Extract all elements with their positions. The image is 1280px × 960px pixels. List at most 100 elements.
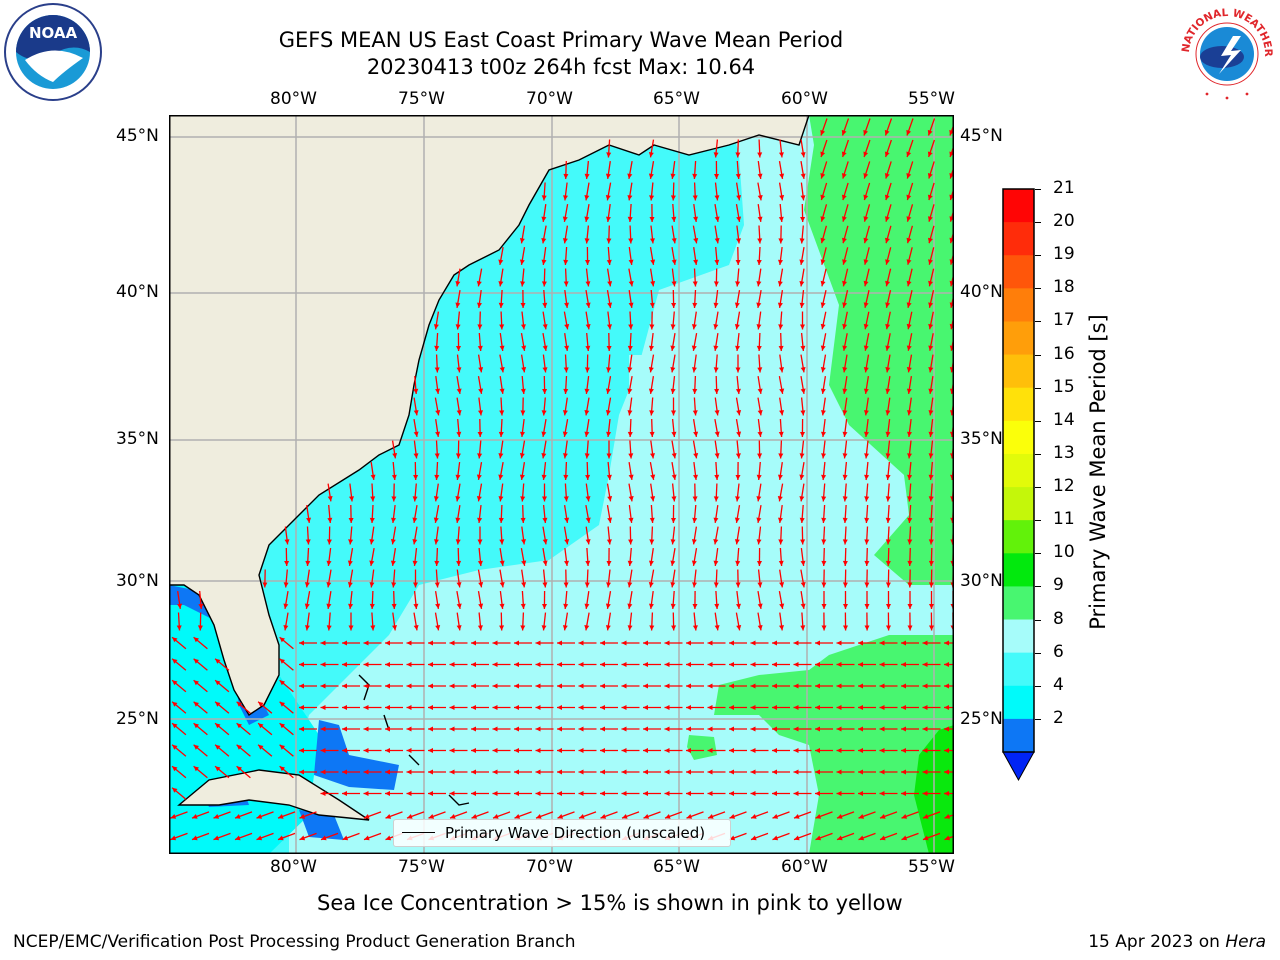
wave-arrow-head — [756, 496, 762, 502]
wave-arrow-head — [606, 453, 612, 459]
colorbar-tick — [1035, 321, 1041, 323]
wave-arrow-head — [707, 769, 713, 775]
wave-arrow-head — [279, 658, 285, 664]
wave-arrow-head — [864, 410, 869, 416]
wave-arrow-head — [557, 814, 564, 819]
wave-arrow-head — [800, 625, 806, 631]
colorbar-tick-label: 12 — [1053, 476, 1075, 497]
wave-arrow-head — [584, 431, 590, 437]
wave-arrow-head — [693, 216, 698, 222]
wave-arrow-head — [922, 769, 928, 775]
wave-arrow-head — [363, 748, 369, 753]
wave-arrow-head — [863, 280, 869, 287]
green-region-north — [804, 115, 954, 585]
wave-arrow-head — [649, 302, 655, 308]
wave-arrow-head — [299, 683, 304, 689]
wave-arrow-head — [643, 814, 650, 819]
wave-arrow-head — [236, 723, 242, 729]
wave-arrow-head — [772, 705, 777, 710]
wave-arrow-head — [820, 345, 826, 351]
wave-arrow-head — [879, 662, 885, 667]
wave-arrow-head — [413, 603, 419, 609]
wave-arrow-head — [842, 259, 847, 265]
wave-arrow-head — [258, 701, 264, 707]
wave-arrow-head — [193, 680, 199, 686]
wave-arrow-head — [563, 582, 569, 588]
wave-arrow-head — [449, 726, 455, 732]
wave-arrow-head — [498, 431, 504, 437]
wave-arrow-head — [906, 173, 912, 179]
lat-label-right: 25°N — [960, 709, 1003, 729]
wave-arrow-head — [492, 769, 498, 775]
wave-arrow-head — [412, 539, 418, 545]
wave-arrow-head — [820, 280, 826, 287]
wave-arrow-head — [885, 280, 890, 287]
wave-arrow-head — [944, 748, 949, 753]
wave-arrow-head — [821, 517, 827, 523]
wave-arrow-head — [907, 539, 913, 545]
wave-arrow-head — [326, 603, 332, 609]
wave-arrow-head — [215, 701, 221, 707]
wave-arrow-head — [820, 388, 826, 394]
wave-arrow-head — [901, 791, 906, 796]
wave-arrow-head — [863, 194, 869, 201]
wave-arrow-head — [885, 302, 891, 308]
colorbar-tick — [1035, 387, 1041, 389]
wave-arrow-head — [800, 324, 805, 330]
lon-label-top: 55°W — [908, 89, 955, 109]
footer-date: 15 Apr 2023 on Hera — [1088, 932, 1266, 952]
wave-arrow-head — [499, 539, 505, 545]
colorbar-tick-label: 19 — [1053, 244, 1075, 265]
wave-arrow-head — [542, 604, 547, 609]
wave-arrow-head — [864, 453, 869, 459]
wave-arrow-head — [449, 683, 455, 689]
wave-arrow-head — [906, 323, 912, 330]
wave-arrow-head — [800, 345, 806, 351]
wave-arrow-head — [691, 345, 697, 351]
wave-arrow-head — [600, 814, 607, 819]
wave-arrow-head — [627, 603, 633, 609]
wave-arrow-head — [385, 814, 392, 819]
wave-arrow-head — [476, 496, 482, 502]
wave-arrow-head — [650, 496, 656, 502]
wave-arrow-head — [842, 367, 848, 373]
wave-arrow-head — [563, 603, 569, 609]
wave-arrow-head — [407, 814, 413, 819]
colorbar-tick-label: 10 — [1053, 542, 1075, 563]
wave-arrow-head — [564, 517, 570, 523]
wave-arrow-head — [327, 517, 333, 523]
wave-arrow-head — [434, 367, 440, 373]
wave-arrow-head — [842, 453, 848, 459]
wave-arrow-head — [498, 517, 504, 523]
wave-arrow-head — [906, 302, 912, 308]
wave-arrow-head — [885, 496, 891, 502]
wave-arrow-head — [691, 324, 697, 330]
wave-arrow-head — [536, 814, 542, 819]
wave-arrow-head — [563, 195, 568, 201]
wave-arrow-head — [390, 560, 396, 566]
wave-arrow-head — [885, 474, 891, 480]
wave-arrow-head — [734, 324, 740, 330]
wave-arrow-head — [215, 766, 221, 772]
wave-arrow-head — [498, 259, 504, 265]
wave-arrow-head — [901, 748, 906, 753]
wave-arrow-head — [541, 453, 547, 459]
wave-arrow-head — [456, 346, 461, 351]
land-north-america — [169, 115, 809, 715]
wave-arrow-head — [836, 683, 842, 689]
wave-arrow-head — [564, 560, 569, 566]
wave-arrow-head — [928, 345, 934, 351]
wave-arrow-head — [456, 582, 462, 588]
wave-arrow-head — [649, 539, 655, 545]
wave-arrow-head — [455, 539, 461, 545]
wave-arrow-head — [927, 194, 933, 201]
wave-arrow-head — [944, 640, 949, 646]
wave-arrow-head — [779, 195, 785, 201]
wave-arrow-head — [627, 431, 633, 437]
wave-arrow-head — [605, 195, 611, 201]
wave-arrow-head — [215, 680, 221, 686]
wave-arrow-head — [369, 603, 375, 609]
wave-arrow-head — [842, 280, 847, 287]
wave-arrow-head — [858, 748, 863, 753]
wave-arrow-head — [800, 388, 806, 394]
